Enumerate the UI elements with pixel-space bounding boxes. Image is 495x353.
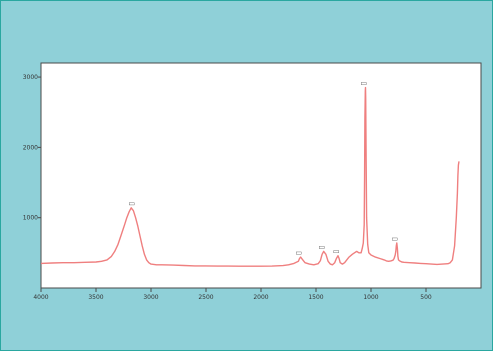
peak-label: ▯ [295,251,303,255]
annotation-layer: ▯ ▯ ▯ ▯ ▯ ▯ [127,82,398,255]
x-tick-label: 2500 [198,294,213,301]
series-layer [40,86,460,267]
peak-label: ▯ [127,202,135,206]
y-tick-label: 1000 [23,215,38,222]
x-tick-label: 3500 [88,294,103,301]
plot-area [40,62,482,289]
peak-label: ▯ [390,237,398,241]
x-tick-label: 2000 [253,294,268,301]
peak-label: ▯ [332,250,340,254]
x-tick-label: 3000 [143,294,158,301]
x-tick-label: 4000 [33,294,48,301]
peak-label: ▯ [318,246,326,250]
x-tick-label: 1000 [363,294,378,301]
y-tick-label: 2000 [23,144,38,151]
peak-label: ▯ [360,82,368,86]
x-tick-label: 500 [420,294,432,301]
x-axis: 4000 3500 3000 2500 2000 1500 1000 500 [33,288,432,301]
y-tick-label: 3000 [23,74,38,81]
spectrum-line [40,86,460,267]
x-tick-label: 1500 [308,294,323,301]
y-axis: 1000 2000 3000 [23,74,41,222]
